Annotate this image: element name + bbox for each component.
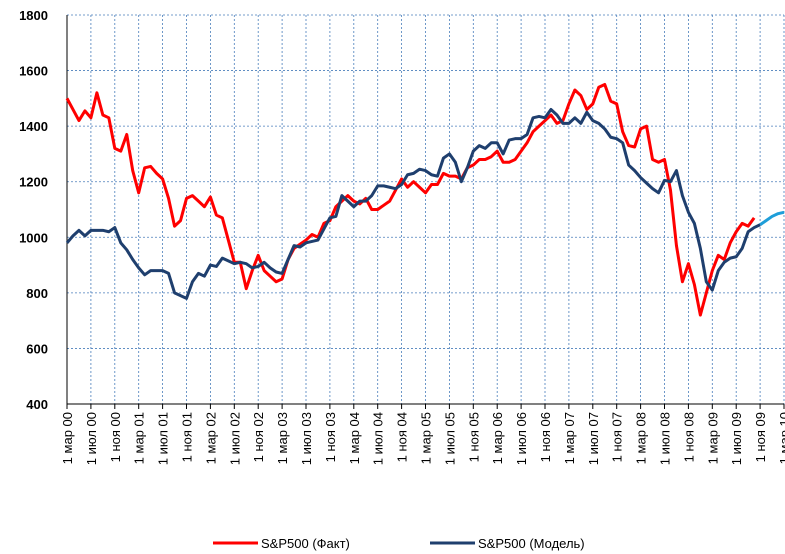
y-tick-label: 1200: [19, 175, 48, 190]
x-tick-label: 1 мар 05: [419, 412, 434, 464]
x-tick-label: 1 июл 04: [371, 412, 386, 465]
x-tick-label: 1 мар 01: [132, 412, 147, 464]
x-tick-label: 1 мар 00: [60, 412, 75, 464]
x-tick-label: 1 ноя 07: [610, 412, 625, 462]
x-tick-label: 1 ноя 06: [538, 412, 553, 462]
x-tick-label: 1 ноя 08: [681, 412, 696, 462]
series-line: [65, 82, 756, 317]
x-tick-label: 1 июл 05: [442, 412, 457, 465]
y-tick-label: 1000: [19, 230, 48, 245]
x-tick-label: 1 мар 10: [777, 412, 785, 464]
y-tick-label: 1600: [19, 64, 48, 79]
x-tick-label: 1 мар 07: [562, 412, 577, 464]
x-tick-label: 1 июл 09: [729, 412, 744, 465]
series-line: [65, 107, 761, 300]
series-line: [759, 210, 785, 227]
y-tick-label: 600: [26, 341, 48, 356]
x-tick-label: 1 июл 01: [156, 412, 171, 465]
y-tick-label: 1800: [19, 8, 48, 23]
legend-label: S&P500 (Модель): [478, 536, 585, 551]
x-tick-label: 1 ноя 04: [395, 412, 410, 462]
x-tick-label: 1 июл 08: [658, 412, 673, 465]
x-tick-label: 1 июл 07: [586, 412, 601, 465]
x-tick-label: 1 июл 06: [514, 412, 529, 465]
x-tick-label: 1 мар 04: [347, 412, 362, 464]
x-tick-label: 1 ноя 05: [466, 412, 481, 462]
x-tick-label: 1 мар 08: [634, 412, 649, 464]
x-tick-label: 1 июл 02: [227, 412, 242, 465]
x-tick-label: 1 июл 03: [299, 412, 314, 465]
x-tick-label: 1 ноя 02: [251, 412, 266, 462]
x-tick-label: 1 мар 06: [490, 412, 505, 464]
legend-label: S&P500 (Факт): [261, 536, 350, 551]
x-tick-label: 1 мар 03: [275, 412, 290, 464]
x-tick-label: 1 мар 09: [705, 412, 720, 464]
x-tick-label: 1 мар 02: [203, 412, 218, 464]
x-tick-label: 1 июл 00: [84, 412, 99, 465]
y-tick-label: 400: [26, 397, 48, 412]
x-tick-label: 1 ноя 00: [108, 412, 123, 462]
x-tick-label: 1 ноя 03: [323, 412, 338, 462]
x-tick-label: 1 ноя 01: [180, 412, 195, 462]
x-tick-label: 1 ноя 09: [753, 412, 768, 462]
y-tick-label: 1400: [19, 119, 48, 134]
y-tick-label: 800: [26, 286, 48, 301]
